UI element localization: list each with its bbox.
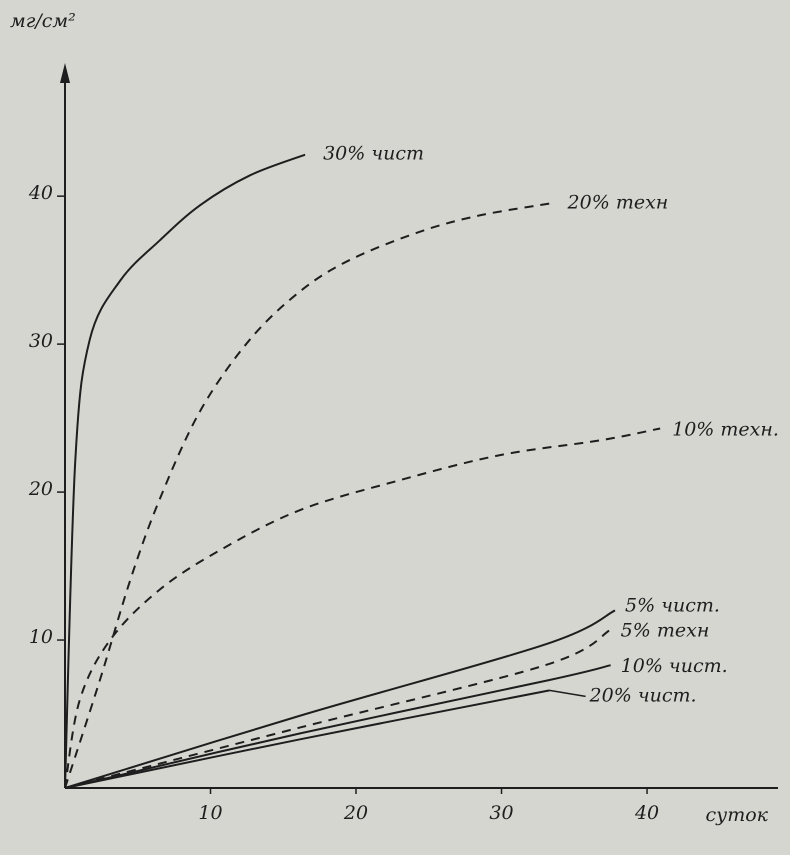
series-label: 20% техн	[567, 192, 669, 214]
series-label: 30% чист	[323, 143, 424, 165]
series-label: 5% техн	[621, 620, 710, 642]
series-label: 5% чист.	[625, 594, 720, 616]
x-axis-label: суток	[706, 804, 769, 826]
line	[64, 628, 612, 789]
x-tick-label: 20	[343, 802, 368, 824]
series-label: 10% техн.	[672, 418, 779, 440]
y-tick-label: 20	[28, 478, 53, 500]
line	[64, 609, 616, 789]
y-axis-arrow	[60, 63, 70, 83]
y-tick-label: 30	[29, 330, 53, 352]
y-tick-label: 10	[29, 626, 53, 648]
series-label: 10% чист.	[621, 655, 728, 677]
x-tick-label: 10	[198, 802, 222, 824]
y-axis-label: мг/см²	[10, 10, 76, 32]
y-tick-label: 40	[28, 182, 53, 204]
line	[64, 153, 306, 789]
line	[64, 202, 550, 789]
x-tick-label: 40	[634, 802, 659, 824]
series-label: 20% чист.	[589, 684, 697, 706]
x-tick-label: 30	[489, 802, 513, 824]
line	[64, 689, 550, 789]
leader-line	[549, 689, 586, 698]
line	[64, 664, 611, 789]
